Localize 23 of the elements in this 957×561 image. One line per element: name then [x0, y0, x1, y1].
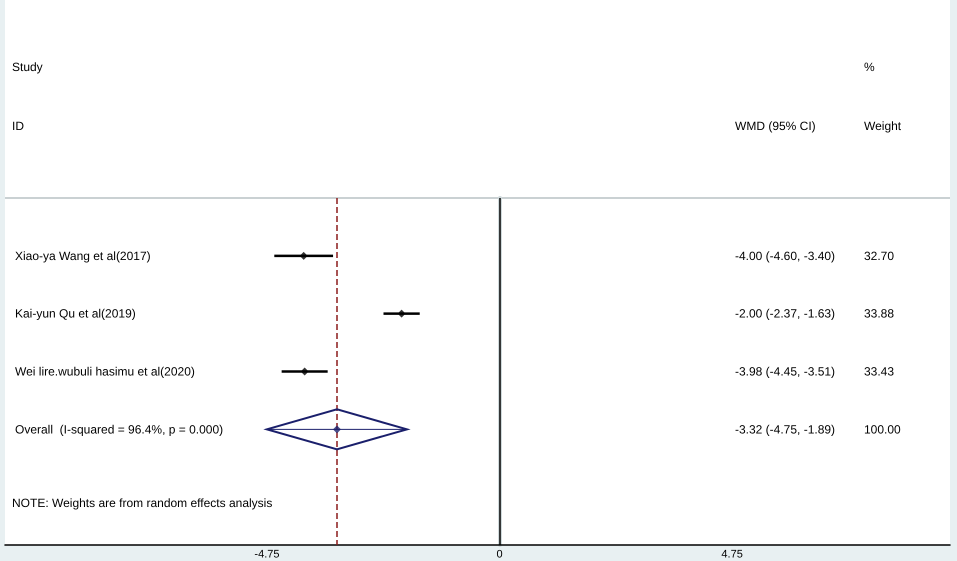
- annotation: -3.98 (-4.45, -3.51): [735, 364, 836, 378]
- annotation: 33.88: [864, 306, 894, 321]
- point: [300, 252, 308, 260]
- x-tick-label: -4.75: [254, 548, 280, 560]
- text: Study: [12, 60, 43, 74]
- point: [332, 425, 341, 434]
- annotation: 100.00: [864, 422, 902, 436]
- text: %: [864, 60, 875, 74]
- x-tick-label: 4.75: [721, 548, 743, 560]
- annotation: -4.00 (-4.60, -3.40): [735, 248, 836, 263]
- text: WMD (95% CI): [735, 119, 816, 133]
- y-tick-label: Overall (I-squared = 96.4%, p = 0.000): [15, 422, 224, 436]
- annotation: -2.00 (-2.37, -1.63): [735, 306, 836, 321]
- text: ID: [12, 119, 24, 133]
- y-tick-label: Kai-yun Qu et al(2019): [15, 306, 136, 321]
- annotation: 33.43: [864, 364, 894, 378]
- text: Weight: [864, 119, 902, 133]
- y-tick-label: Xiao-ya Wang et al(2017): [15, 248, 151, 263]
- y-tick-label: Wei lire.wubuli hasimu et al(2020): [15, 364, 195, 378]
- annotation: -3.32 (-4.75, -1.89): [735, 422, 836, 436]
- x-tick-label: 0: [496, 548, 503, 560]
- text: NOTE: Weights are from random effects analysis: [12, 496, 272, 510]
- annotation: 32.70: [864, 248, 894, 263]
